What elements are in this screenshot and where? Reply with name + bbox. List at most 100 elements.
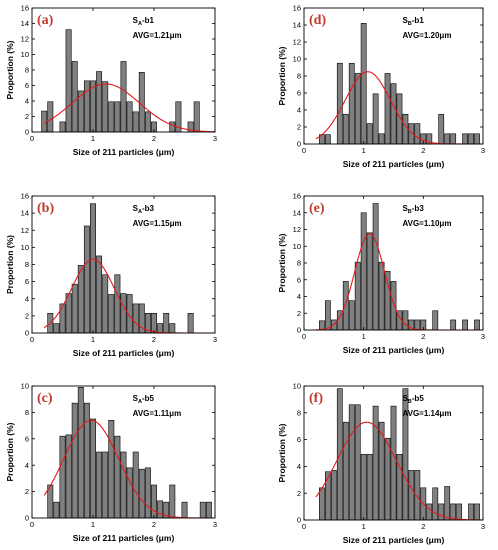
histogram-bar: [366, 454, 373, 521]
histogram-bar: [41, 110, 48, 133]
histogram-bar: [384, 271, 391, 331]
histogram-bar: [83, 80, 90, 133]
y-tick-label: 6: [25, 277, 29, 286]
x-tick-label: 3: [481, 522, 485, 531]
histogram-bar: [102, 451, 109, 519]
histogram-bar: [372, 93, 379, 145]
sample-label: SB-b1: [402, 16, 424, 27]
histogram-bar: [144, 467, 151, 519]
histogram-bar: [384, 73, 391, 145]
panel-label: (a): [37, 13, 54, 28]
x-tick-label: 2: [421, 522, 425, 531]
x-tick-label: 2: [152, 134, 156, 143]
histogram-bar: [390, 405, 397, 521]
panel-label: (c): [37, 391, 53, 406]
histogram-bar: [414, 123, 421, 145]
plot-frame: [303, 385, 484, 521]
histogram-bar: [354, 404, 361, 521]
histogram-bar: [157, 323, 164, 334]
y-tick-label: 12: [21, 35, 29, 44]
y-tick-label: 16: [293, 4, 301, 13]
histogram-bar: [163, 313, 170, 334]
sample-suffix: -b1: [412, 16, 425, 25]
x-axis-label: Size of 211 particles (μm): [343, 345, 445, 355]
histogram-bar: [372, 405, 379, 521]
histogram-bar: [324, 300, 331, 331]
y-tick-label: 8: [297, 72, 301, 81]
histogram-bar: [432, 487, 439, 521]
histogram-bar: [438, 503, 445, 521]
sample-subscript: B: [408, 209, 412, 215]
histogram-bar: [474, 319, 480, 331]
y-tick-label: 6: [25, 434, 29, 443]
y-tick-label: 8: [25, 260, 29, 269]
y-tick-label: 2: [297, 309, 301, 318]
histogram-bar: [456, 503, 463, 521]
histogram-bar: [169, 484, 176, 519]
histogram-bar: [83, 225, 90, 334]
y-tick-label: 0: [25, 128, 29, 137]
histogram-bar: [71, 61, 78, 133]
y-tick-label: 4: [25, 294, 29, 303]
sample-subscript: B: [408, 21, 412, 27]
histogram-bar: [366, 232, 373, 331]
sample-label: SA-b1: [133, 16, 155, 27]
histogram-bar: [390, 83, 397, 145]
histogram-bar: [444, 486, 451, 521]
histogram-panel: 0 1 2 3 0 2 4 6 8 10 Size of 211 particles (μm) Pro…: [5, 382, 217, 543]
histogram-bar: [53, 501, 60, 519]
histogram-bar: [114, 101, 121, 133]
x-axis-label: Size of 211 particles (μm): [343, 535, 445, 545]
histogram-bar: [360, 22, 367, 145]
y-tick-label: 16: [21, 192, 29, 201]
y-tick-label: 14: [21, 19, 29, 28]
histogram-bar: [120, 451, 127, 519]
histogram-bar: [157, 500, 164, 519]
histogram-bar: [193, 101, 200, 133]
histogram-bar: [342, 421, 349, 521]
y-tick-label: 0: [297, 326, 301, 335]
y-tick-label: 2: [297, 489, 301, 498]
histogram-bar: [187, 313, 194, 334]
sample-base: S: [133, 204, 139, 213]
y-tick-label: 4: [297, 462, 301, 471]
sample-base: S: [402, 204, 408, 213]
average-size-label: AVG=1.14μm: [402, 409, 451, 418]
histogram-bar: [336, 62, 343, 145]
histogram-bar: [462, 319, 468, 331]
sample-base: S: [402, 394, 408, 403]
sample-suffix: -b3: [142, 204, 155, 213]
histogram-bar: [474, 133, 480, 145]
x-tick-label: 1: [91, 335, 95, 344]
y-tick-label: 10: [21, 243, 29, 252]
histogram-bar: [126, 467, 133, 519]
histogram-bar: [65, 29, 72, 133]
histogram-bar: [144, 111, 151, 133]
y-axis-label: Proportion (%): [277, 46, 287, 105]
histogram-bar: [408, 470, 415, 521]
histogram-bar: [342, 113, 349, 145]
histogram-bar: [348, 404, 355, 521]
plot-frame: [31, 385, 216, 519]
y-axis-label: Proportion (%): [5, 422, 15, 481]
sample-label: SA-b5: [133, 394, 155, 405]
histogram-bar: [108, 420, 115, 519]
y-tick-label: 6: [297, 435, 301, 444]
x-tick-label: 0: [302, 332, 306, 341]
histogram-bar: [77, 265, 84, 334]
y-tick-label: 6: [25, 81, 29, 90]
x-axis-label: Size of 211 particles (μm): [343, 159, 445, 169]
histogram-bar: [205, 501, 212, 519]
histogram-bar: [77, 387, 84, 519]
histogram-bar: [390, 281, 397, 331]
y-axis-label: Proportion (%): [277, 423, 287, 482]
y-tick-label: 12: [293, 225, 301, 234]
histogram-bar: [402, 310, 409, 331]
y-tick-label: 10: [21, 382, 29, 391]
histogram-bar: [151, 484, 157, 519]
histogram-panel: 0 1 2 3 0 2 4 6 8 10 Size of 211 particles (μm) Pro…: [277, 382, 485, 545]
histogram-bar: [384, 437, 391, 521]
sample-subscript: A: [138, 21, 142, 27]
histogram-bar: [108, 101, 115, 133]
y-tick-label: 0: [25, 329, 29, 338]
